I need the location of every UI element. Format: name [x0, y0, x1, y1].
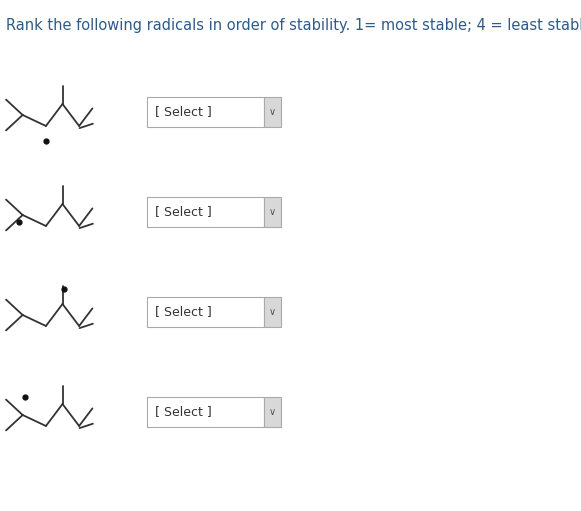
Text: ∨: ∨ [269, 107, 276, 117]
Text: Rank the following radicals in order of stability. 1= most stable; 4 = least sta: Rank the following radicals in order of … [6, 18, 581, 33]
Text: [ Select ]: [ Select ] [155, 205, 211, 219]
Text: ∨: ∨ [269, 207, 276, 217]
FancyBboxPatch shape [147, 297, 264, 327]
Text: ∨: ∨ [269, 307, 276, 317]
Text: [ Select ]: [ Select ] [155, 306, 211, 318]
FancyBboxPatch shape [147, 397, 264, 427]
Text: ∨: ∨ [269, 407, 276, 417]
FancyBboxPatch shape [264, 197, 281, 227]
FancyBboxPatch shape [147, 197, 264, 227]
FancyBboxPatch shape [264, 97, 281, 127]
FancyBboxPatch shape [264, 297, 281, 327]
FancyBboxPatch shape [264, 397, 281, 427]
Text: [ Select ]: [ Select ] [155, 406, 211, 419]
FancyBboxPatch shape [147, 97, 264, 127]
Text: [ Select ]: [ Select ] [155, 105, 211, 119]
